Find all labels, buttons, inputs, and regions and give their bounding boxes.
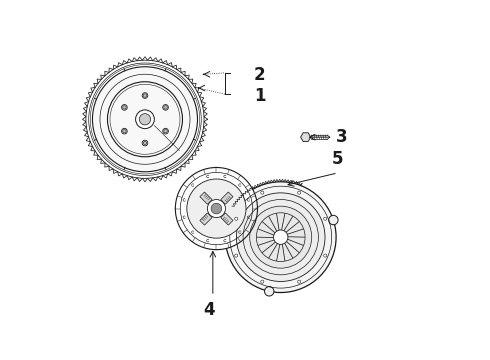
- Circle shape: [261, 280, 264, 283]
- Text: 5: 5: [332, 149, 343, 167]
- Circle shape: [250, 206, 312, 268]
- Circle shape: [122, 128, 127, 134]
- Circle shape: [163, 105, 169, 110]
- Circle shape: [142, 93, 148, 98]
- Circle shape: [235, 217, 238, 220]
- Circle shape: [175, 167, 258, 249]
- Circle shape: [136, 110, 154, 129]
- Circle shape: [142, 140, 148, 146]
- Circle shape: [261, 191, 264, 194]
- Circle shape: [324, 217, 327, 220]
- Circle shape: [222, 179, 340, 296]
- Circle shape: [265, 287, 274, 296]
- Circle shape: [273, 230, 288, 244]
- Circle shape: [143, 141, 147, 145]
- Circle shape: [164, 105, 167, 109]
- Circle shape: [329, 215, 338, 225]
- Circle shape: [163, 128, 169, 134]
- Circle shape: [164, 129, 167, 133]
- Circle shape: [122, 129, 126, 133]
- Circle shape: [82, 57, 207, 182]
- Bar: [221, 192, 233, 204]
- Circle shape: [139, 114, 150, 125]
- Text: 2: 2: [254, 66, 266, 84]
- Circle shape: [122, 105, 126, 109]
- Bar: [200, 192, 212, 204]
- Circle shape: [235, 195, 245, 205]
- Circle shape: [93, 67, 197, 172]
- Circle shape: [207, 199, 225, 217]
- Text: 4: 4: [203, 301, 215, 319]
- Bar: [221, 213, 233, 225]
- Circle shape: [225, 182, 336, 293]
- Circle shape: [143, 94, 147, 97]
- Circle shape: [235, 254, 238, 257]
- Circle shape: [187, 179, 246, 238]
- Circle shape: [211, 203, 222, 214]
- Bar: [200, 213, 212, 225]
- Circle shape: [297, 280, 301, 283]
- Circle shape: [237, 193, 325, 282]
- Circle shape: [297, 191, 301, 194]
- Circle shape: [324, 254, 327, 257]
- Text: 3: 3: [336, 128, 348, 146]
- Circle shape: [122, 105, 127, 110]
- Text: 1: 1: [254, 87, 266, 105]
- Polygon shape: [301, 133, 311, 141]
- Polygon shape: [82, 57, 207, 182]
